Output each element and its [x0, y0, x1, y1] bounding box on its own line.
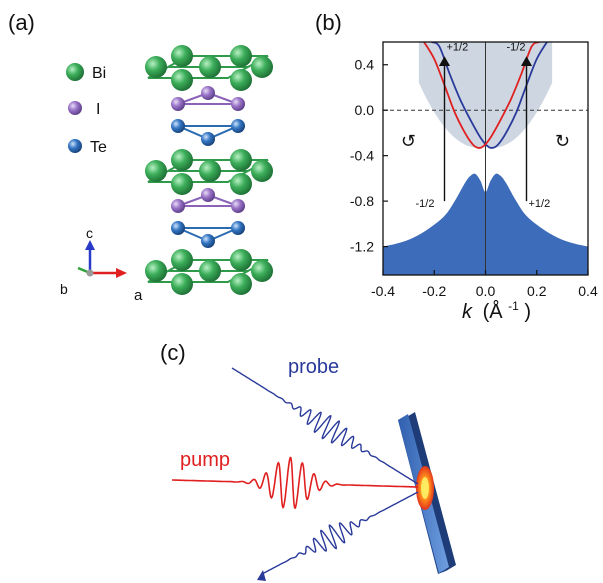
spin-down-band — [431, 42, 548, 149]
i-atom — [171, 97, 185, 111]
a-axis-head — [116, 268, 127, 278]
plot-area — [383, 42, 588, 275]
chart-body: -1/2 +1/2 +1/2 -1/2 ↻ ↻ — [383, 42, 588, 275]
i-legend-label: I — [96, 101, 100, 118]
bi-atom — [171, 69, 193, 91]
transition-final-spin-label: -1/2 — [507, 42, 526, 54]
i-bond-frame — [177, 91, 239, 105]
x-tick-label: -0.4 — [371, 283, 395, 299]
te-legend-label: Te — [90, 139, 107, 156]
i-bond-frame — [177, 193, 239, 207]
te-bond-frame — [177, 125, 239, 141]
i-atom — [231, 199, 245, 213]
te-atom — [201, 234, 215, 248]
y-tick-label: 0.0 — [355, 102, 375, 118]
left-circular-polarization-icon: ↻ — [401, 131, 416, 151]
bi-atom — [230, 249, 252, 271]
i-layer — [171, 86, 245, 111]
crystal-structure — [145, 45, 273, 295]
axis-origin — [86, 269, 94, 277]
te-atom — [171, 119, 185, 133]
te-layer — [171, 119, 245, 146]
probe-beam-out — [261, 491, 419, 575]
te-atom — [171, 221, 185, 235]
bi-atom — [171, 45, 193, 67]
excitation-spot-core — [421, 477, 429, 499]
bi-atom — [230, 69, 252, 91]
pump-label: pump — [180, 449, 230, 471]
c-axis-head — [85, 240, 95, 250]
bi-legend-icon — [66, 63, 84, 81]
bi-atom — [199, 56, 221, 78]
x-axis-label-close: ) — [524, 301, 531, 323]
lattice-axes: c b a — [60, 225, 143, 304]
b-axis-label: b — [60, 281, 68, 297]
x-axis-label: k (Å -1 ) — [462, 293, 531, 323]
i-legend-icon — [68, 101, 82, 115]
te-atom — [231, 119, 245, 133]
panel-label-c: (c) — [160, 340, 186, 365]
te-layer — [171, 221, 245, 248]
atom-legend: Bi I Te — [66, 63, 107, 156]
te-atom — [231, 221, 245, 235]
transition-initial-spin-label: +1/2 — [529, 198, 551, 210]
bi-legend-label: Bi — [92, 65, 106, 82]
y-tick-label: -0.8 — [350, 193, 374, 209]
bi-atom — [251, 56, 273, 78]
bi-layer — [145, 249, 273, 295]
bi-layer — [145, 149, 273, 195]
x-tick-label: 0.4 — [578, 283, 598, 299]
y-tick-label: 0.4 — [355, 57, 375, 73]
bi-atom — [230, 273, 252, 295]
x-tick-label: 0.2 — [527, 283, 547, 299]
bi-atom — [251, 260, 273, 282]
bi-atom — [171, 273, 193, 295]
transition-final-spin-label: +1/2 — [447, 42, 469, 54]
bi-atom — [145, 160, 167, 182]
i-atom — [171, 199, 185, 213]
bi-atom — [251, 160, 273, 182]
bi-atom — [171, 173, 193, 195]
spin-up-band — [423, 42, 540, 149]
x-tick-label: 0.0 — [476, 283, 496, 299]
probe-beam-in — [231, 367, 419, 485]
bi-atom — [145, 56, 167, 78]
transition-initial-spin-label: -1/2 — [416, 198, 435, 210]
bi-atom — [199, 260, 221, 282]
y-tick-label: -1.2 — [350, 239, 374, 255]
panel-label-b: (b) — [315, 10, 342, 35]
bi-atom — [199, 160, 221, 182]
te-atom — [201, 132, 215, 146]
probe-out-arrowhead — [257, 570, 266, 581]
pump-beam — [172, 456, 418, 509]
bi-atom — [171, 149, 193, 171]
x-axis-label-exponent: -1 — [508, 299, 519, 313]
pump-probe-diagram: probe pump — [172, 356, 456, 581]
band-structure-chart: -1/2 +1/2 +1/2 -1/2 ↻ ↻ 0.4 0.0 -0.4 -0.8 -1.2 -0.… — [350, 41, 598, 323]
x-axis-label-unit: (Å — [483, 300, 504, 323]
crystal-panel: Bi I Te c b a — [60, 45, 273, 304]
x-tick-label: -0.2 — [422, 283, 446, 299]
te-legend-icon — [68, 139, 82, 153]
i-atom — [201, 86, 215, 100]
bi-atom — [171, 249, 193, 271]
i-atom — [231, 97, 245, 111]
i-layer — [171, 188, 245, 213]
right-circular-polarization-icon: ↻ — [555, 131, 570, 151]
bi-atom — [230, 173, 252, 195]
probe-label: probe — [288, 356, 339, 378]
panel-label-a: (a) — [8, 10, 35, 35]
y-tick-label: -0.4 — [350, 148, 374, 164]
i-atom — [201, 188, 215, 202]
a-axis-label: a — [134, 287, 143, 304]
bi-atom — [230, 149, 252, 171]
bi-atom — [145, 260, 167, 282]
bi-atom — [230, 45, 252, 67]
x-axis-label-symbol: k — [462, 301, 473, 323]
te-bond-frame — [177, 227, 239, 243]
chart-axes: 0.4 0.0 -0.4 -0.8 -1.2 -0.4 -0.2 0.0 0.2 0.4 — [350, 41, 598, 299]
c-axis-label: c — [86, 225, 93, 241]
bi-layer — [145, 45, 273, 91]
